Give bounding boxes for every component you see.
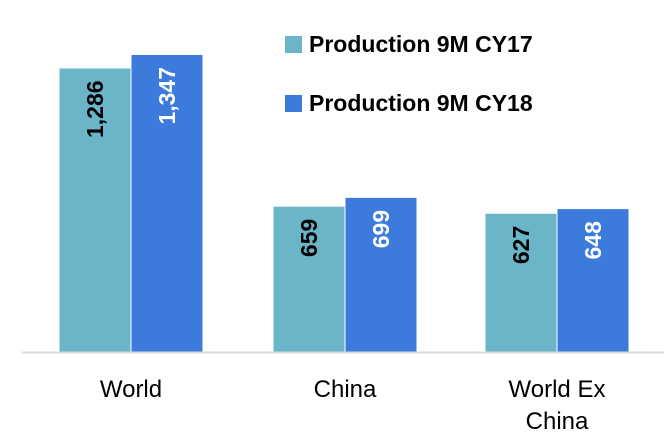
- data-label-cy18-0: 1,347: [154, 67, 180, 125]
- bar-cy18-2: [557, 209, 629, 352]
- data-label-cy17-1: 659: [296, 219, 322, 257]
- bar-cy17-1: [273, 206, 345, 352]
- data-labels-layer: 1,286 1,347 659 699 627 648: [82, 67, 606, 264]
- category-label-1: China: [314, 376, 377, 403]
- category-label-0: World: [100, 376, 162, 403]
- data-label-cy17-2: 627: [508, 226, 534, 264]
- legend-label-0: Production 9M CY17: [309, 31, 533, 57]
- legend-swatch-1: [285, 95, 302, 112]
- category-label-2: World Ex China: [509, 376, 606, 435]
- legend-label-1: Production 9M CY18: [309, 90, 533, 116]
- legend-swatch-0: [285, 36, 302, 53]
- bar-cy17-0: [59, 68, 131, 352]
- category-ticks-layer: World China World Ex China: [100, 376, 606, 435]
- legend: Production 9M CY17 Production 9M CY18: [285, 31, 533, 116]
- bars-layer: [59, 54, 629, 352]
- bar-cy18-1: [345, 197, 417, 352]
- bar-cy18-0: [131, 54, 203, 352]
- data-label-cy18-2: 648: [580, 221, 606, 260]
- data-label-cy17-0: 1,286: [82, 80, 108, 138]
- data-label-cy18-1: 699: [368, 210, 394, 248]
- bar-cy17-2: [485, 213, 557, 352]
